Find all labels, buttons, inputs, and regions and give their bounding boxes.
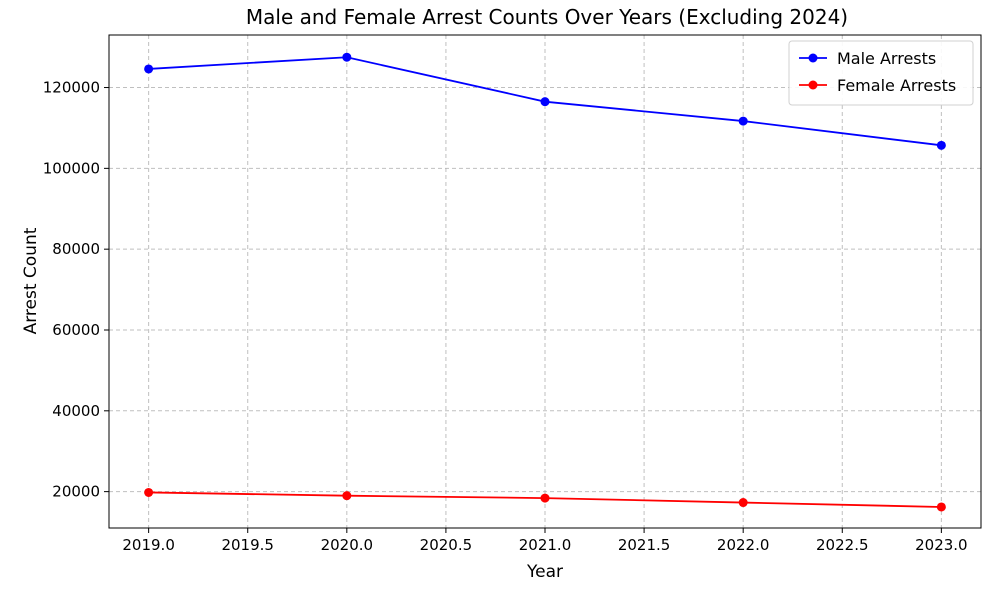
legend: Male Arrests Female Arrests [788,40,974,106]
y-axis-label: Arrest Count [21,227,41,334]
x-tick-label: 2022.0 [717,536,770,554]
series-layer [144,52,946,512]
legend-swatch-marker [808,80,818,90]
series-male-arrests [144,52,946,150]
y-tick-label: 20000 [52,483,100,501]
x-tick-label: 2023.0 [915,536,968,554]
x-axis: 2019.0 2019.5 2020.0 2020.5 2021.0 2021.5 2022… [122,528,968,554]
data-point-male-arrests [738,116,748,126]
x-axis-label: Year [526,562,563,582]
data-point-female-arrests [738,498,748,508]
y-tick-label: 100000 [43,159,100,177]
x-tick-label: 2021.0 [519,536,572,554]
legend-label: Female Arrests [837,76,956,95]
data-point-male-arrests [342,52,352,62]
legend-item-male-arrests: Male Arrests [799,49,936,68]
legend-box [788,40,974,106]
x-tick-label: 2019.5 [221,536,274,554]
data-point-male-arrests [936,140,946,150]
y-tick-label: 60000 [52,321,100,339]
y-tick-label: 120000 [43,79,100,97]
data-point-female-arrests [936,502,946,512]
data-point-female-arrests [144,487,154,497]
data-point-female-arrests [540,493,550,503]
data-point-female-arrests [342,491,352,501]
grid [109,35,981,528]
x-tick-label: 2021.5 [618,536,671,554]
data-point-male-arrests [540,97,550,107]
y-tick-label: 80000 [52,240,100,258]
x-tick-label: 2019.0 [122,536,175,554]
chart-title: Male and Female Arrest Counts Over Years… [246,5,848,29]
x-tick-label: 2020.0 [321,536,374,554]
legend-item-female-arrests: Female Arrests [799,76,956,95]
legend-label: Male Arrests [837,49,936,68]
y-tick-label: 40000 [52,402,100,420]
legend-swatch-marker [808,53,818,63]
x-tick-label: 2020.5 [420,536,473,554]
y-axis: 20000 40000 60000 80000 100000 120000 [43,79,109,501]
series-female-arrests [144,487,946,512]
x-tick-label: 2022.5 [816,536,869,554]
data-point-male-arrests [144,64,154,74]
